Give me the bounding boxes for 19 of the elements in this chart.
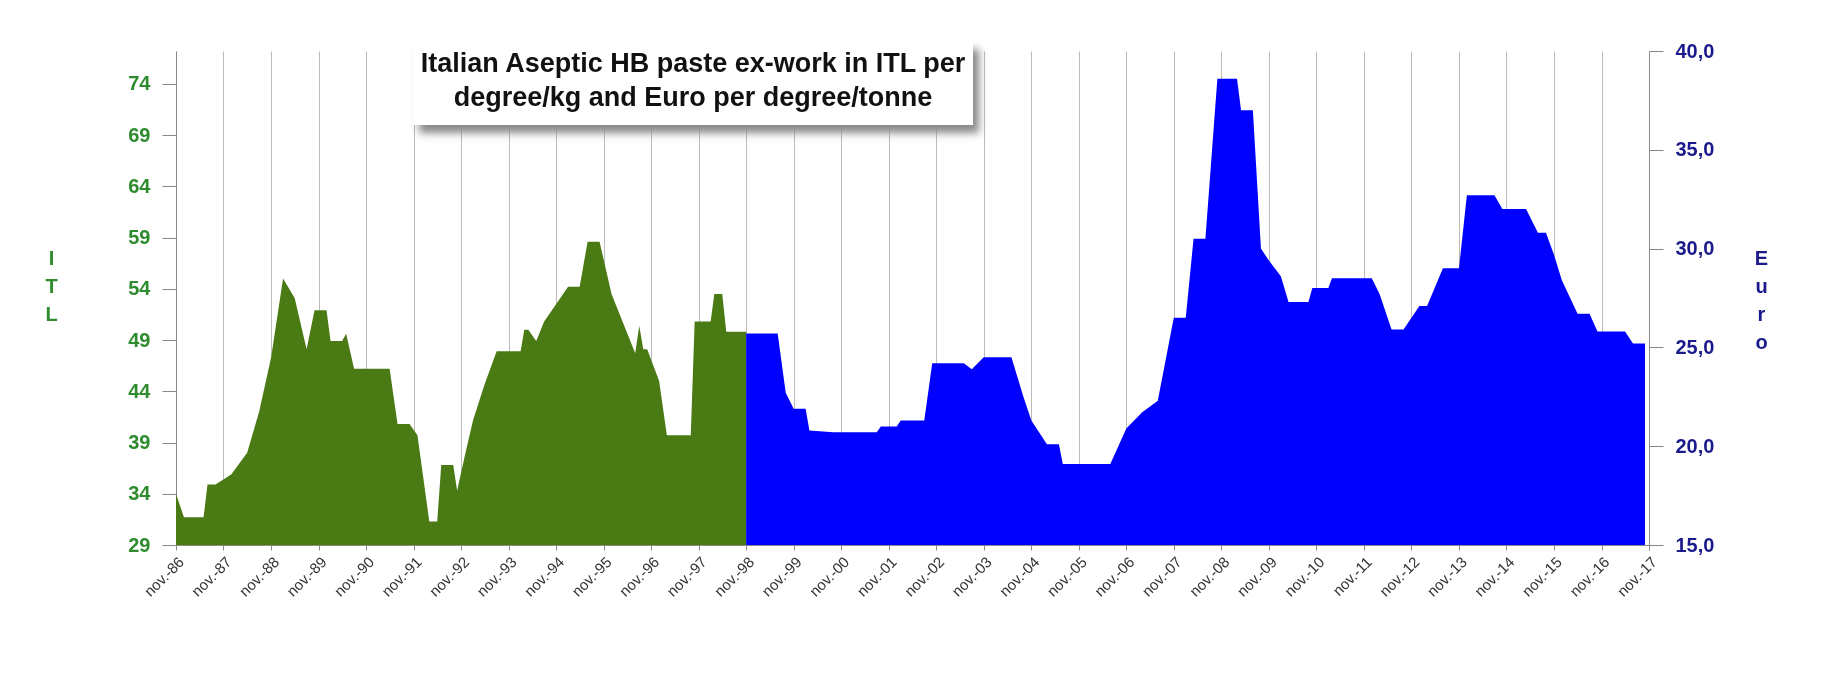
y-axis-title: ITL [45, 246, 58, 325]
y2-tick-label: 25,0 [1675, 335, 1715, 358]
y2-tick-label: 15,0 [1675, 533, 1715, 556]
y2-tick-label: 35,0 [1675, 138, 1715, 161]
y2-tick-label: 40,0 [1675, 39, 1715, 62]
y-tick-label: 44 [128, 379, 152, 402]
y-tick-label: 34 [128, 482, 152, 505]
y-tick-label: 69 [128, 123, 151, 146]
y2-tick-label: 20,0 [1675, 434, 1715, 457]
y-tick-label: 29 [128, 533, 151, 556]
y-tick-label: 64 [128, 174, 152, 197]
y2-tick-label: 30,0 [1675, 237, 1715, 260]
y-tick-label: 49 [128, 328, 151, 351]
y-tick-label: 39 [128, 431, 151, 454]
y-tick-label: 59 [128, 226, 151, 249]
y-tick-label: 74 [128, 72, 152, 95]
y2-axis-title: Euro [1754, 246, 1769, 353]
text: Italian Aseptic HB paste ex-work in ITL per degree/kg and Euro per degree/tonne [413, 41, 973, 125]
y-tick-label: 54 [128, 277, 152, 300]
